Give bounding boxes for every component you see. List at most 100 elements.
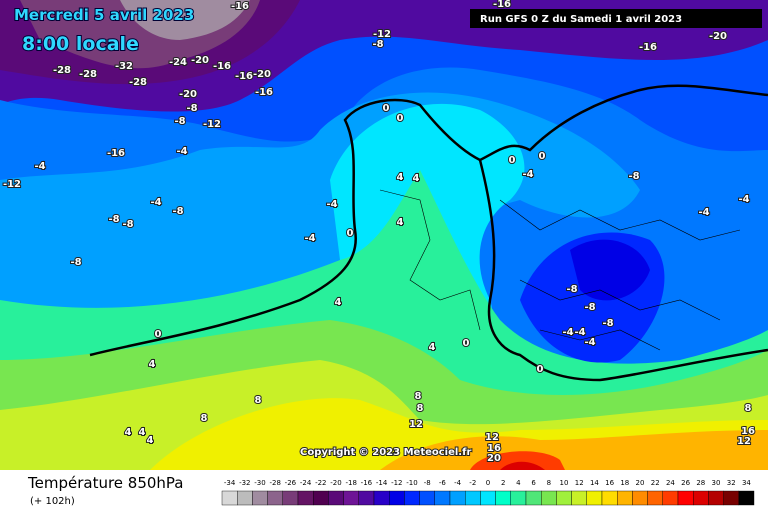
colorbar-swatch [571,490,587,506]
contour-label: 4 [413,173,420,184]
colorbar-swatch [738,490,755,506]
contour-label: 8 [201,413,208,424]
colorbar-swatch [236,490,253,506]
colorbar-swatch [389,490,405,506]
contour-label: -8 [584,302,595,313]
colorbar-swatch [693,490,709,506]
colorbar-label: -2 [469,479,476,487]
colorbar-swatch [267,490,284,506]
contour-label: -16 [639,42,657,53]
contour-label: -8 [122,219,133,230]
contour-label: -28 [129,77,147,88]
contour-label: 4 [147,435,154,446]
colorbar-label: 18 [620,479,629,487]
colorbar-swatch [328,490,344,506]
colorbar-label: -12 [391,479,402,487]
contour-label: -20 [253,69,271,80]
contour-label: -4 [574,327,585,338]
colorbar-label: -16 [361,479,373,487]
contour-label: -16 [235,71,253,82]
local-time: 8:00 locale [22,33,139,55]
colorbar-swatch [708,490,724,506]
contour-label: 0 [383,103,390,114]
lead-time: (+ 102h) [30,496,75,507]
colorbar-label: 26 [681,479,690,487]
contour-label: 16 [487,443,501,454]
contour-label: -4 [562,327,573,338]
contour-label: -20 [179,89,197,100]
contour-label: -8 [172,206,183,217]
colorbar-label: 4 [516,479,521,487]
colorbar-label: 20 [636,479,645,487]
colorbar-swatch [525,490,542,506]
contour-label: -12 [203,119,221,130]
colorbar-label: 8 [547,479,551,487]
contour-labels: -16-20-16-12-8-16-28 -28-32-28-24 -20-16-1… [2,0,756,465]
contour-label: -20 [709,31,727,42]
colorbar-swatch [510,490,527,506]
colorbar-label: -4 [454,479,462,487]
contour-label: 12 [485,432,499,443]
contour-label: -4 [34,161,45,172]
colorbar-swatch [404,490,420,506]
contour-label: 4 [149,359,156,370]
contour-label: -16 [493,0,511,10]
contour-label: 0 [155,329,162,340]
colorbar-label: 30 [712,479,721,487]
colorbar-swatch [647,490,663,506]
contour-label: 20 [487,453,501,464]
colorbar-label: -6 [439,479,447,487]
contour-label: -8 [602,318,613,329]
contour-label: 0 [347,228,354,239]
colorbar-label: 14 [590,479,599,487]
colorbar-swatch [541,490,557,506]
colorbar-label: 0 [486,479,490,487]
colorbar-label: 12 [575,479,584,487]
contour-label: -4 [304,233,315,244]
contour-label: -8 [566,284,577,295]
contour-label: -4 [738,194,749,205]
colorbar-swatch [221,490,238,506]
colorbar-swatch [419,490,436,506]
colorbar-swatch [282,490,299,506]
colorbar-label: 34 [742,479,751,487]
colorbar-label: 10 [560,479,569,487]
colorbar-label: -26 [285,479,297,487]
contour-label: 8 [415,391,422,402]
contour-label: 12 [737,436,751,447]
copyright: Copyright © 2023 Meteociel.fr [300,447,471,458]
contour-label: 16 [741,426,755,437]
contour-label: -12 [3,179,21,190]
colorbar-swatch [373,490,390,506]
contour-label: 4 [429,342,436,353]
contour-label: 4 [335,297,342,308]
contour-label: -8 [70,257,81,268]
temperature-field [0,0,768,470]
contour-label: 0 [397,113,404,124]
colorbar-label: 2 [501,479,505,487]
colorbar-label: -32 [239,479,250,487]
contour-label: 0 [537,364,544,375]
contour-label: -4 [522,169,533,180]
contour-label: -28 [79,69,97,80]
contour-label: 4 [139,427,146,438]
coastlines [89,84,768,382]
colorbar-swatch [343,490,360,506]
colorbar-label: -8 [424,479,431,487]
colorbar-swatch [252,490,268,506]
contour-label: -8 [174,116,185,127]
contour-label: -8 [108,214,119,225]
contour-label: -16 [255,87,273,98]
contour-label: -4 [150,197,161,208]
colorbar-swatch [313,490,329,506]
colorbar-label: 6 [531,479,536,487]
contour-label: 12 [409,419,423,430]
contour-label: -4 [176,146,187,157]
colorbar-label: -28 [269,479,280,487]
contour-label: -16 [213,61,231,72]
contour-label: -28 [53,65,71,76]
colorbar-label: 24 [666,479,675,487]
colorbar-label: -24 [300,479,312,487]
run-info: Run GFS 0 Z du Samedi 1 avril 2023 [480,14,682,25]
colorbar-swatch [358,490,375,506]
